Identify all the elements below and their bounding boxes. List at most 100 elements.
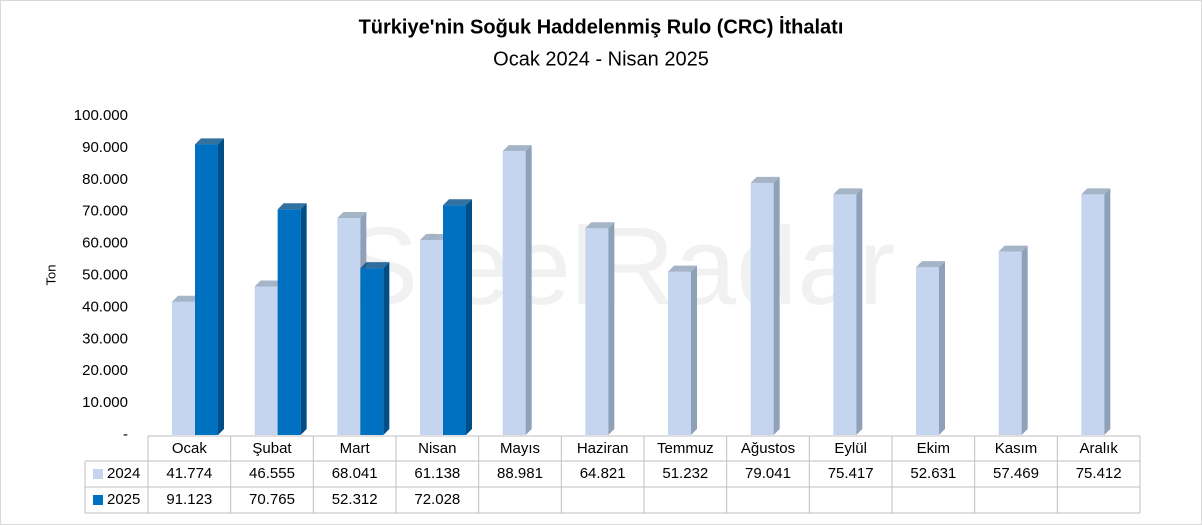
- bar: [833, 188, 863, 435]
- data-label: 75.417: [828, 465, 874, 482]
- y-tick-label: 60.000: [82, 235, 128, 252]
- data-label: 79.041: [745, 465, 791, 482]
- y-tick-label: 10.000: [82, 394, 128, 411]
- x-tick-label: Ocak: [172, 440, 208, 457]
- data-label: 46.555: [249, 465, 295, 482]
- bar-top: [668, 265, 697, 272]
- legend-swatch: [93, 495, 103, 505]
- x-tick-label: Aralık: [1079, 440, 1118, 457]
- x-tick-label: Temmuz: [657, 440, 714, 457]
- data-label: 64.821: [580, 465, 626, 482]
- bar-side: [1021, 245, 1028, 435]
- bar-top: [172, 295, 201, 302]
- data-label: 57.469: [993, 465, 1039, 482]
- y-axis-label: Ton: [43, 265, 58, 286]
- bar-top: [254, 280, 284, 287]
- bar-top: [443, 199, 472, 206]
- bar-side: [691, 265, 697, 435]
- data-label: 70.765: [249, 491, 295, 508]
- y-tick-label: 80.000: [82, 171, 128, 188]
- bar-front: [254, 286, 278, 435]
- bar-front: [502, 151, 526, 435]
- x-tick-label: Nisan: [418, 440, 456, 457]
- chart-title: Türkiye'nin Soğuk Haddelenmiş Rulo (CRC)…: [359, 15, 844, 38]
- bar-side: [466, 199, 472, 435]
- bar-top: [750, 176, 780, 183]
- y-tick-label: 40.000: [82, 298, 128, 315]
- y-tick-label: 70.000: [82, 203, 128, 220]
- bar: [668, 265, 697, 435]
- bar-top: [1081, 188, 1111, 195]
- bar: [916, 261, 945, 435]
- bar-top: [998, 245, 1028, 252]
- bar-side: [1104, 188, 1111, 435]
- bar-front: [585, 228, 609, 435]
- bar: [502, 145, 532, 435]
- data-label: 91.123: [166, 491, 212, 508]
- y-tick-label: 100.000: [74, 107, 128, 124]
- bar: [998, 245, 1028, 435]
- bar: [277, 203, 307, 435]
- bar: [1081, 188, 1111, 435]
- bar-front: [443, 205, 466, 435]
- bar-top: [420, 233, 449, 240]
- bar-side: [939, 261, 945, 435]
- x-tick-label: Eylül: [834, 440, 867, 457]
- bar-side: [383, 262, 390, 435]
- bar-front: [172, 301, 195, 435]
- bar-front: [277, 209, 301, 435]
- bar: [360, 262, 390, 435]
- bar-top: [833, 188, 863, 195]
- data-label: 72.028: [414, 491, 460, 508]
- bar-top: [360, 262, 390, 269]
- bar-top: [585, 222, 615, 229]
- bar-front: [998, 251, 1022, 435]
- bar-side: [300, 203, 307, 435]
- bar-side: [856, 188, 863, 435]
- x-tick-label: Ağustos: [741, 440, 795, 457]
- bar-side: [773, 176, 780, 436]
- bar-front: [195, 144, 218, 435]
- bar-front: [916, 267, 939, 435]
- x-tick-label: Mart: [340, 440, 371, 457]
- bar-front: [833, 194, 857, 435]
- data-label: 88.981: [497, 465, 543, 482]
- y-tick-label: 30.000: [82, 330, 128, 347]
- data-label: 61.138: [414, 465, 460, 482]
- data-label: 41.774: [166, 465, 212, 482]
- x-tick-label: Şubat: [252, 440, 292, 457]
- x-tick-label: Haziran: [577, 440, 629, 457]
- bar-top: [277, 203, 307, 210]
- data-label: 52.312: [332, 491, 378, 508]
- bar-side: [608, 222, 615, 435]
- bar-top: [916, 261, 945, 268]
- y-tick-label: 20.000: [82, 362, 128, 379]
- bar: [750, 176, 780, 436]
- bar: [443, 199, 472, 435]
- bar-front: [420, 239, 443, 435]
- data-label: 75.412: [1076, 465, 1122, 482]
- x-tick-label: Kasım: [995, 440, 1038, 457]
- bar-side: [525, 145, 532, 435]
- bar-top: [337, 211, 367, 218]
- chart-subtitle: Ocak 2024 - Nisan 2025: [493, 48, 709, 70]
- data-label: 51.232: [662, 465, 708, 482]
- bar-side: [218, 138, 224, 435]
- bar: [195, 138, 224, 435]
- bar-front: [360, 268, 384, 435]
- legend-label: 2025: [107, 491, 140, 508]
- legend-swatch: [93, 469, 103, 479]
- data-label: 52.631: [910, 465, 956, 482]
- bar-top: [195, 138, 224, 145]
- y-tick-label: 50.000: [82, 266, 128, 283]
- data-label: 68.041: [332, 465, 378, 482]
- y-tick-label: -: [123, 426, 128, 443]
- bar-front: [668, 271, 691, 435]
- bar-front: [1081, 194, 1105, 435]
- bar-top: [502, 145, 532, 152]
- x-tick-label: Mayıs: [500, 440, 540, 457]
- legend-label: 2024: [107, 465, 140, 482]
- bar-front: [750, 182, 774, 435]
- bar-front: [337, 217, 361, 435]
